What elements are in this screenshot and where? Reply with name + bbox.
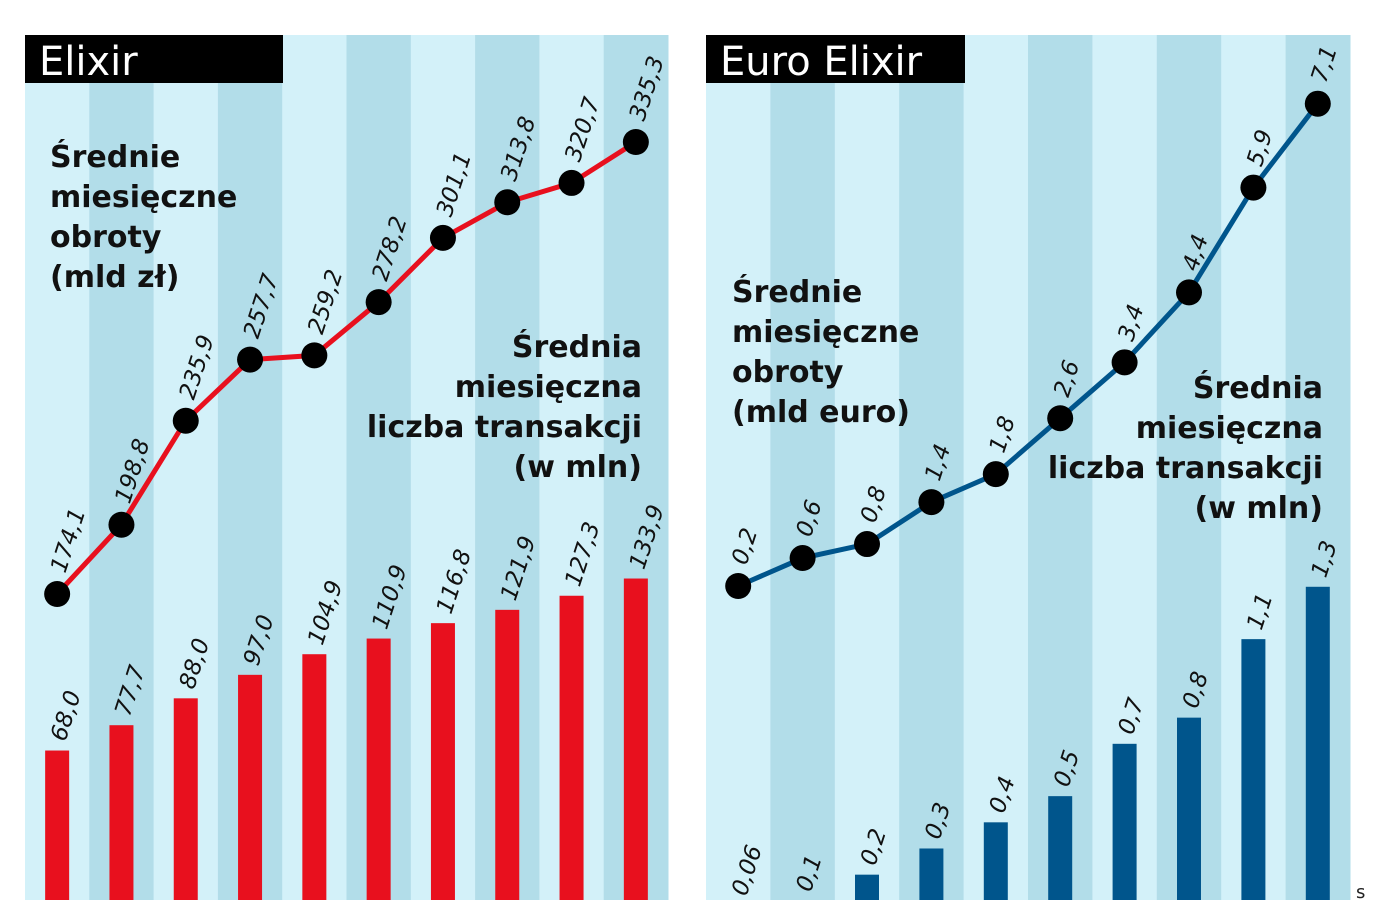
note-line: Średnie	[50, 138, 180, 175]
column-stripe	[706, 35, 771, 900]
panel-title-box	[706, 35, 965, 83]
note-line: miesięczna	[1136, 411, 1323, 446]
bar	[109, 725, 134, 900]
bar	[919, 848, 944, 900]
line-point	[44, 581, 71, 607]
note-line: miesięczna	[455, 370, 642, 405]
line-point	[1047, 405, 1074, 432]
line-point	[301, 342, 328, 369]
note-line: miesięczne	[732, 315, 919, 350]
bar	[1177, 717, 1201, 900]
line-point	[1176, 279, 1202, 306]
line-point	[789, 545, 816, 572]
line-series-note: Średnie miesięczne obroty (mld euro)	[732, 273, 919, 430]
bar	[366, 638, 391, 900]
note-line: obroty	[50, 220, 162, 255]
bar-series-note: Średnia miesięczna liczba transakcji (w mln…	[1048, 369, 1323, 526]
bar	[1112, 743, 1137, 900]
bar	[623, 578, 648, 900]
note-line: liczba transakcji	[1048, 451, 1323, 486]
bar	[559, 595, 584, 900]
bar	[1241, 639, 1266, 900]
bar	[1305, 586, 1330, 900]
line-point	[1240, 174, 1267, 201]
line-point	[494, 189, 521, 216]
line-point	[365, 289, 392, 316]
note-line: miesięczne	[50, 180, 237, 215]
column-stripe	[770, 35, 836, 900]
bar-series-note: Średnia miesięczna liczba transakcji (w mln…	[367, 328, 642, 485]
panel-title: Elixir	[39, 39, 138, 85]
line-point	[854, 531, 880, 558]
note-line: Średnia	[1193, 369, 1323, 406]
bar	[983, 822, 1008, 900]
note-line: (mld euro)	[732, 395, 910, 430]
bar	[495, 609, 520, 900]
note-line: obroty	[732, 355, 844, 390]
column-stripe	[899, 35, 965, 900]
line-point	[108, 511, 135, 538]
line-point	[1111, 349, 1138, 376]
line-point	[1304, 90, 1331, 117]
bar	[45, 750, 70, 900]
bar	[430, 623, 455, 900]
line-point	[237, 346, 264, 373]
panel-title: Euro Elixir	[720, 39, 923, 85]
panel-title-box	[25, 35, 283, 83]
line-point	[172, 407, 199, 434]
line-series	[55, 139, 638, 596]
note-line: Średnie	[732, 273, 862, 310]
bar	[238, 674, 263, 900]
bar	[173, 698, 198, 900]
bar	[855, 874, 879, 900]
note-line: Średnia	[512, 328, 642, 365]
line-point	[429, 224, 456, 251]
line-point	[982, 461, 1009, 488]
note-line: (mld zł)	[50, 260, 179, 295]
footer-fragment: s	[1356, 882, 1365, 900]
line-series	[737, 102, 1320, 589]
note-line: liczba transakcji	[367, 410, 642, 445]
column-stripe	[834, 35, 900, 900]
note-line: (w mln)	[514, 450, 642, 485]
bar	[1048, 796, 1073, 900]
line-point	[622, 128, 649, 155]
line-point	[918, 489, 945, 516]
line-point	[725, 573, 752, 599]
line-point	[558, 169, 585, 196]
note-line: (w mln)	[1195, 491, 1323, 526]
column-stripe	[1028, 35, 1093, 900]
bar	[302, 654, 327, 900]
line-series-note: Średnie miesięczne obroty (mld zł)	[50, 138, 237, 295]
